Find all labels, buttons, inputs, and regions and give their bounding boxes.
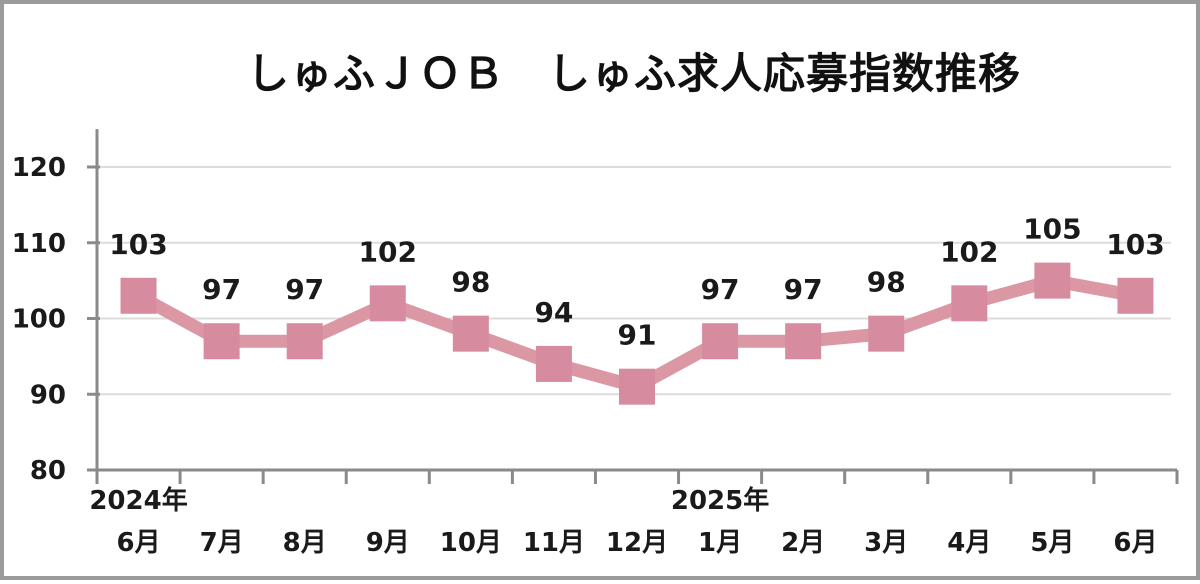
x-tick-label: 6月 — [1113, 528, 1157, 558]
data-label: 97 — [701, 273, 740, 306]
data-label: 98 — [867, 266, 906, 299]
x-tick-label: 11月 — [523, 528, 585, 558]
year-label: 2024年 — [89, 485, 187, 516]
data-label: 102 — [359, 235, 417, 268]
data-point-marker — [1034, 262, 1071, 299]
x-tick-label: 7月 — [200, 528, 244, 558]
year-label: 2025年 — [671, 485, 769, 516]
data-point-marker — [619, 368, 655, 405]
data-point-marker — [203, 323, 240, 360]
chart-canvas: 80 90 100 110 120 6月 7月 8月 9月 10月 11月 12月 1月 2月 3月 4月 5月… — [12, 129, 1179, 558]
data-point-marker — [951, 285, 988, 322]
data-label: 94 — [534, 296, 573, 329]
data-point-marker — [1117, 277, 1154, 314]
x-tick-label: 3月 — [864, 528, 908, 558]
data-label: 91 — [618, 319, 657, 352]
data-point-marker — [369, 285, 406, 322]
x-tick-label: 6月 — [116, 528, 160, 558]
data-label: 102 — [940, 235, 998, 268]
x-tick-label: 12月 — [606, 528, 668, 558]
x-tick-label: 1月 — [698, 528, 742, 558]
data-label: 98 — [451, 266, 490, 299]
y-tick-label: 120 — [12, 153, 66, 183]
x-tick-label: 10月 — [440, 528, 502, 558]
data-label: 103 — [1106, 228, 1164, 261]
x-tick-label: 5月 — [1030, 528, 1074, 558]
data-label: 103 — [109, 228, 167, 261]
data-point-marker — [286, 323, 323, 360]
x-tick-label: 4月 — [947, 528, 991, 558]
y-tick-label: 110 — [12, 229, 66, 259]
data-point-marker — [535, 345, 572, 382]
y-tick-label: 80 — [30, 456, 66, 486]
data-point-marker — [785, 323, 822, 360]
data-point-marker — [120, 277, 157, 314]
x-tick-label: 2月 — [781, 528, 825, 558]
data-point-marker — [452, 315, 489, 352]
chart-title: しゅふＪＯＢ しゅふ求人応募指数推移 — [246, 49, 1021, 98]
data-point-marker — [868, 315, 905, 352]
y-tick-label: 100 — [12, 305, 66, 335]
data-label: 97 — [784, 273, 823, 306]
x-tick-label: 9月 — [366, 528, 410, 558]
data-label: 105 — [1023, 213, 1081, 246]
data-point-marker — [702, 323, 739, 360]
y-tick-label: 90 — [30, 380, 66, 410]
x-tick-label: 8月 — [283, 528, 327, 558]
data-label: 97 — [202, 273, 241, 306]
data-label: 97 — [285, 273, 324, 306]
